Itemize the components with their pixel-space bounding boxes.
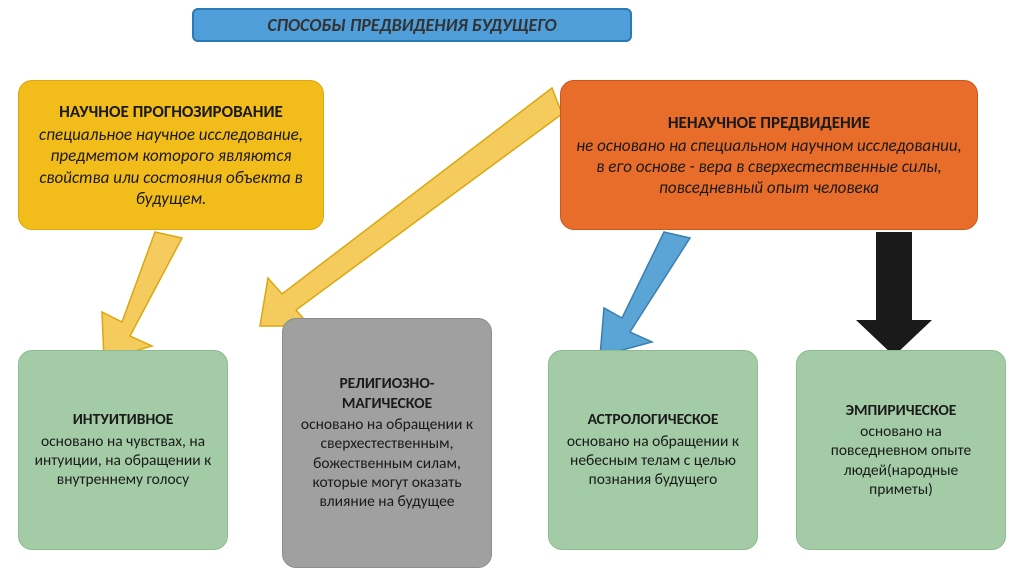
box-religious: РЕЛИГИОЗНО-МАГИЧЕСКОЕ основано на обраще… [282,318,492,568]
diagram-title: СПОСОБЫ ПРЕДВИДЕНИЯ БУДУЩЕГО [192,8,632,42]
astrological-heading: АСТРОЛОГИЧЕСКОЕ [588,410,719,429]
arrow-nonscientific-to-astrological [600,232,690,356]
intuitive-body: основано на чувствах, на интуиции, на об… [33,432,213,490]
box-empirical: ЭМПИРИЧЕСКОЕ основано на повседневном оп… [796,350,1006,550]
scientific-body: специальное научное исследование, предме… [33,124,309,209]
nonscientific-heading: НЕНАУЧНОЕ ПРЕДВИДЕНИЕ [668,112,870,133]
box-intuitive: ИНТУИТИВНОЕ основано на чувствах, на инт… [18,350,228,550]
arrow-scientific-to-intuitive [102,232,182,360]
box-astrological: АСТРОЛОГИЧЕСКОЕ основано на обращении к … [548,350,758,550]
box-scientific: НАУЧНОЕ ПРОГНОЗИРОВАНИЕ специальное науч… [18,80,324,230]
box-nonscientific: НЕНАУЧНОЕ ПРЕДВИДЕНИЕ не основано на спе… [560,80,978,230]
empirical-heading: ЭМПИРИЧЕСКОЕ [846,401,957,420]
intuitive-heading: ИНТУИТИВНОЕ [73,410,174,429]
religious-heading: РЕЛИГИОЗНО-МАГИЧЕСКОЕ [297,374,477,413]
scientific-heading: НАУЧНОЕ ПРОГНОЗИРОВАНИЕ [59,101,283,122]
religious-body: основано на обращении к сверхестественны… [297,415,477,512]
astrological-body: основано на обращении к небесным телам с… [563,432,743,490]
nonscientific-body: не основано на специальном научном иссле… [575,135,963,199]
arrow-nonscientific-to-empirical [856,232,932,356]
empirical-body: основано на повседневном опыте людей(нар… [811,422,991,500]
diagram-title-text: СПОСОБЫ ПРЕДВИДЕНИЯ БУДУЩЕГО [267,14,556,36]
